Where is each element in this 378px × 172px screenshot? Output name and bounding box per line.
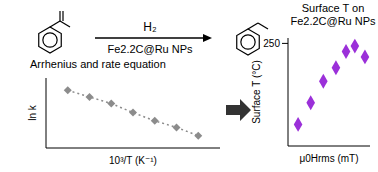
- svg-text:10³/T (K⁻¹): 10³/T (K⁻¹): [109, 155, 157, 166]
- svg-text:H₂: H₂: [143, 20, 157, 34]
- html-text:Surface T on Fe2.2C@Ru NPs: Surface T on Fe2.2C@Ru NPs: [290, 2, 376, 27]
- svg-text:250: 250: [263, 38, 280, 49]
- html-text:Arrhenius and rate equation: Arrhenius and rate equation: [30, 58, 166, 70]
- svg-text:μ0Hrms (mT): μ0Hrms (mT): [299, 153, 358, 164]
- svg-text:Surface T (°C): Surface T (°C): [251, 60, 262, 124]
- svg-text:ln k: ln k: [27, 104, 38, 121]
- svg-text:Fe2.2C@Ru NPs: Fe2.2C@Ru NPs: [107, 43, 193, 55]
